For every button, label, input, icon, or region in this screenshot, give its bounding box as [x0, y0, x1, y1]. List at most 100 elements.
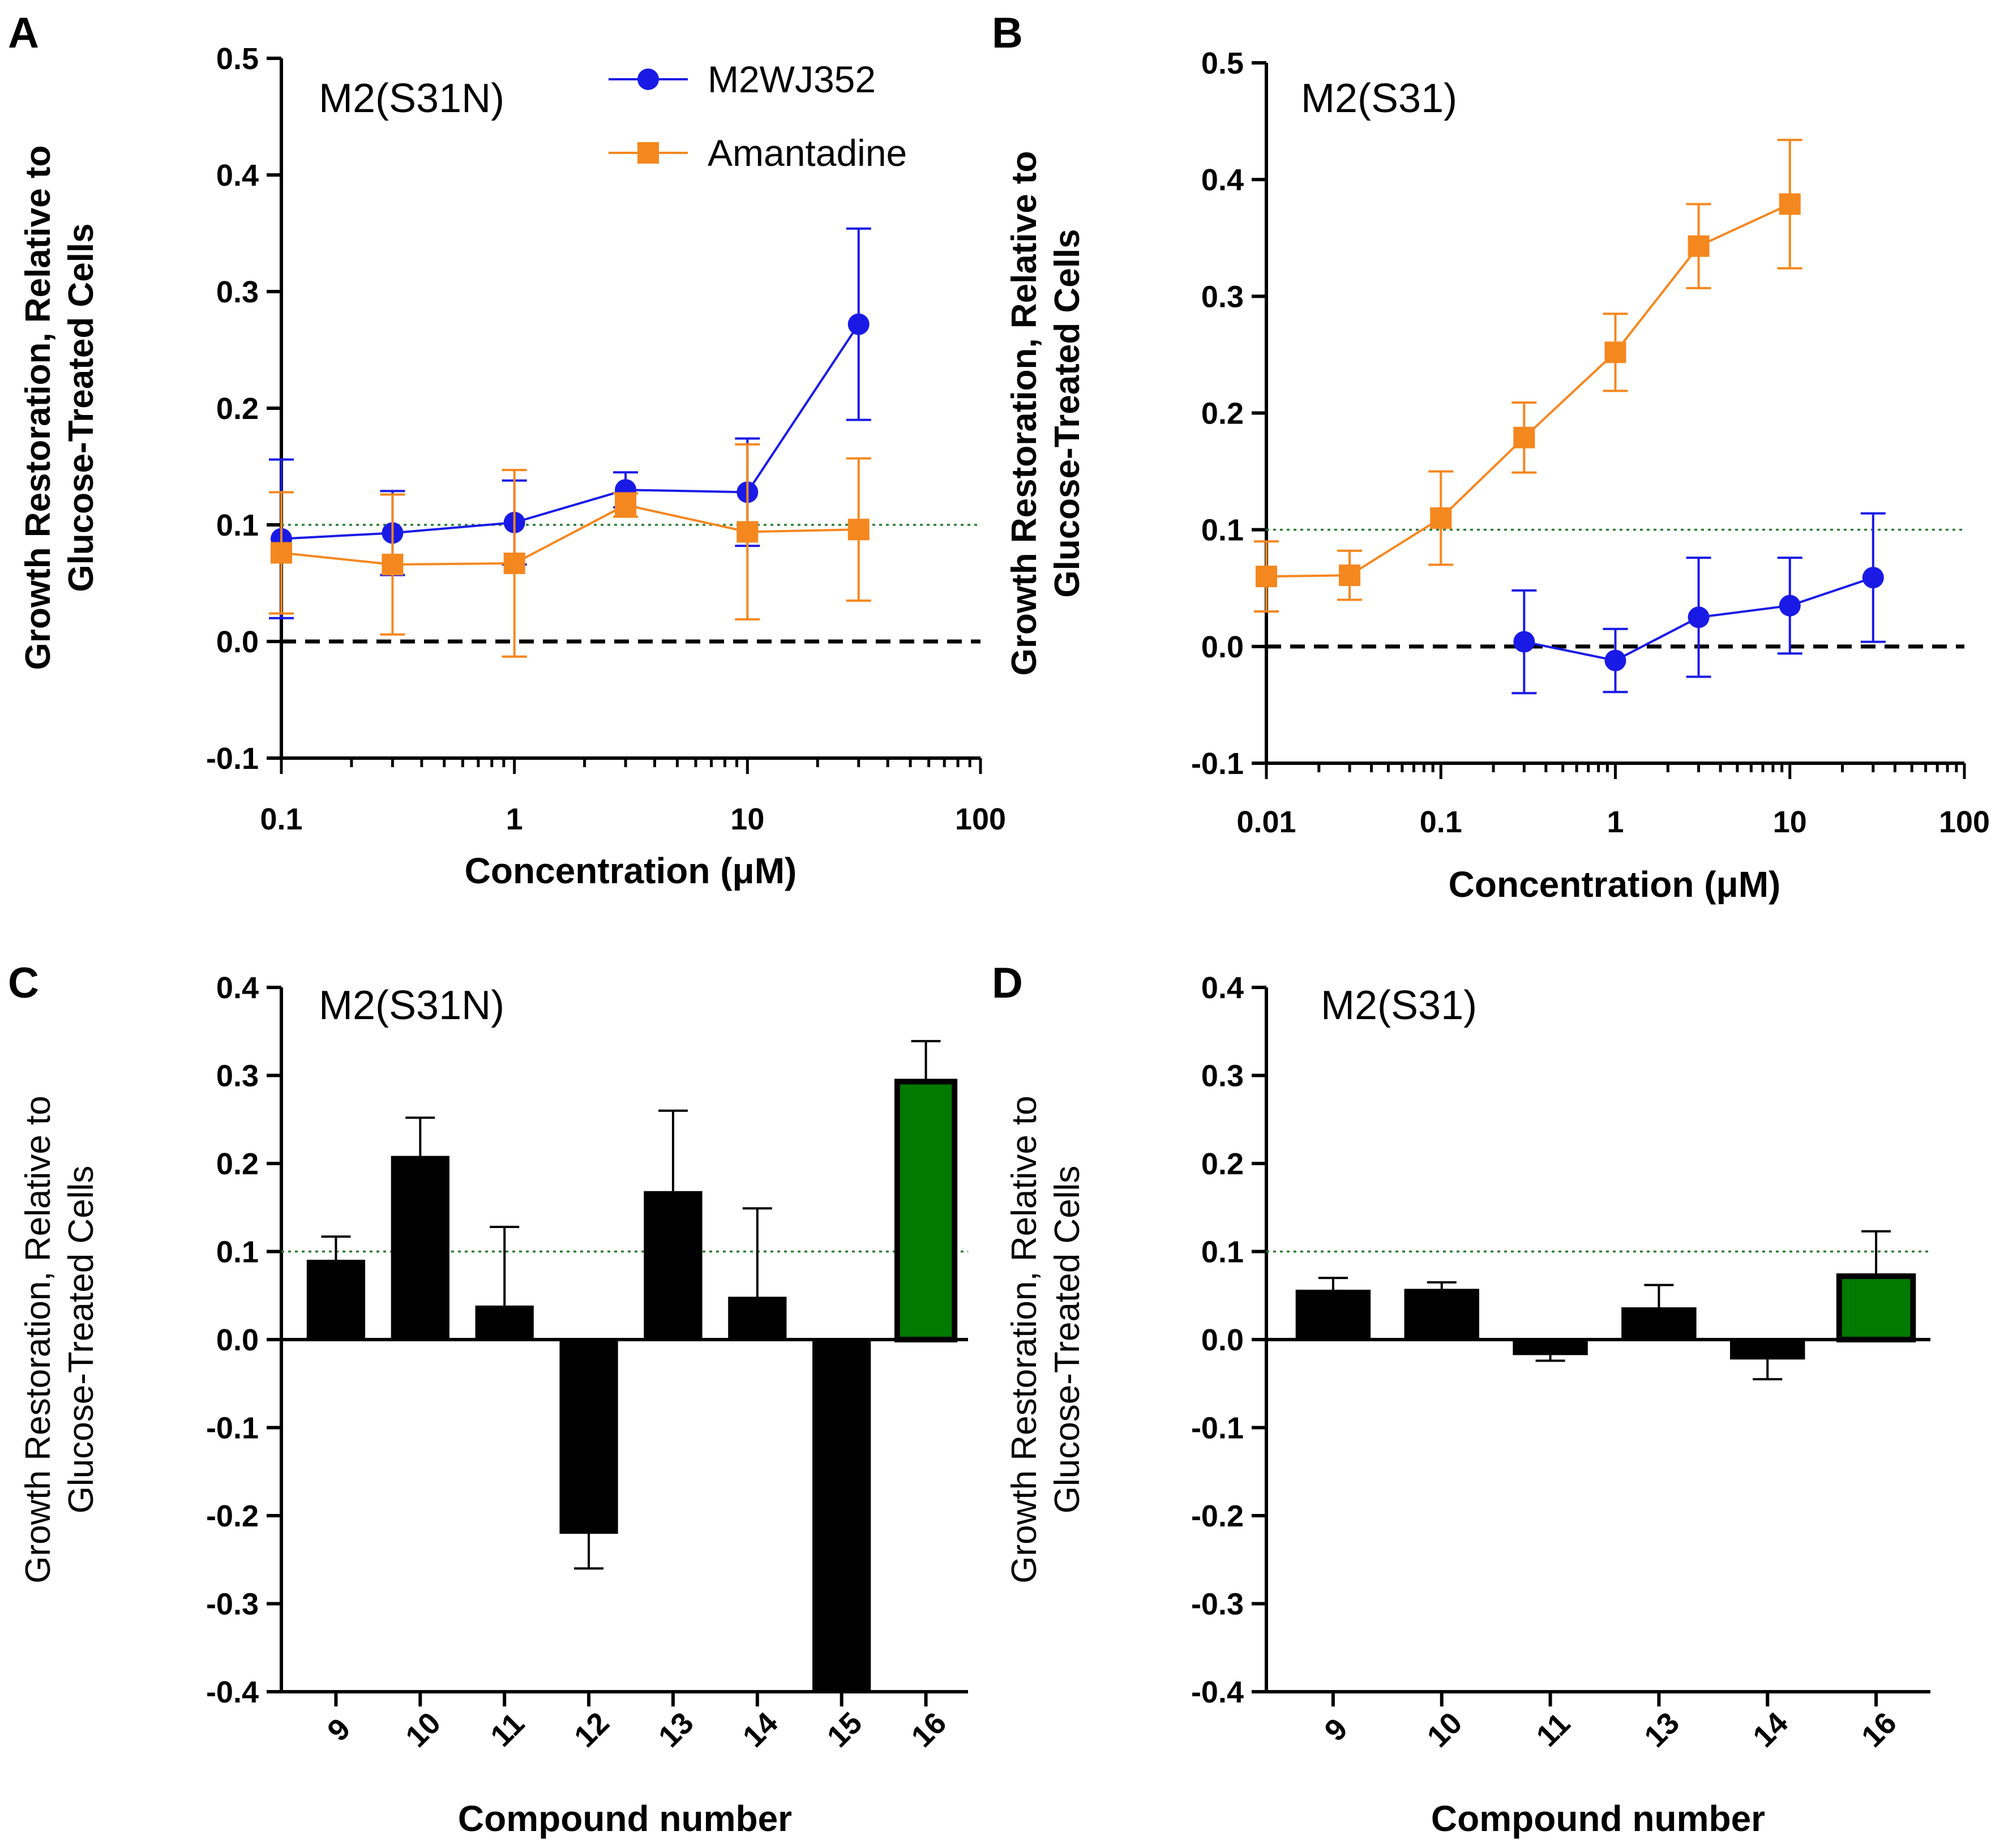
data-point [1862, 567, 1884, 589]
bar-compound-11 [1513, 1339, 1588, 1355]
y-tick-label: 0.2 [1201, 1147, 1244, 1181]
y-axis-title-line: Growth Restoration, Relative to [1005, 151, 1044, 676]
panel-D: D M2(S31) Growth Restoration, Relative to G… [992, 959, 1930, 1839]
series-m2wj352 [269, 227, 871, 619]
bar-compound-16 [894, 1079, 958, 1342]
data-point [503, 552, 525, 574]
x-tick-label: 15 [821, 1706, 869, 1754]
data-point [1779, 594, 1801, 617]
series-amantadine [1254, 139, 1802, 613]
bar-compound-14 [1730, 1339, 1805, 1360]
x-tick-label: 12 [568, 1706, 616, 1754]
x-tick-label: 14 [736, 1706, 785, 1754]
x-tick-label: 16 [905, 1706, 953, 1754]
panel-letter: A [8, 9, 39, 57]
y-axis-title-line: Growth Restoration, Relative to [19, 146, 58, 670]
x-tick-label: 0.1 [260, 802, 302, 836]
y-tick-label: -0.2 [1191, 1499, 1244, 1533]
x-tick-label: 10 [1421, 1706, 1469, 1754]
data-point [847, 313, 870, 335]
y-axis-title-line: Glucose-Treated Cells [1048, 229, 1087, 597]
data-point [1430, 507, 1452, 529]
y-tick-label: 0.2 [216, 392, 259, 426]
panel-title: M2(S31N) [319, 983, 504, 1028]
data-point [382, 554, 404, 576]
y-axis-title-line: Glucose-Treated Cells [1048, 1166, 1087, 1514]
legend-marker [637, 142, 659, 164]
legend-marker [637, 69, 659, 90]
y-axis-title-line: Glucose-Treated Cells [62, 1166, 101, 1514]
data-point [1256, 566, 1277, 588]
panel-title: M2(S31) [1321, 983, 1477, 1028]
x-tick-label: 14 [1746, 1706, 1795, 1754]
bar-compound-12 [559, 1339, 618, 1534]
data-point [1513, 426, 1535, 448]
legend-label: Amantadine [708, 132, 907, 174]
series-line [281, 323, 860, 540]
data-point [1688, 606, 1710, 628]
x-tick-label: 16 [1855, 1706, 1903, 1754]
series-m2wj352 [1511, 512, 1886, 695]
y-tick-label: 0.3 [1201, 1059, 1244, 1093]
bar-compound-11 [475, 1305, 534, 1340]
y-axis-title: Growth Restoration, Relative to Glucose-T… [1005, 151, 1087, 676]
y-tick-label: 0.0 [216, 625, 259, 659]
y-tick-label: 0.5 [216, 42, 259, 76]
x-tick-label: 9 [1318, 1712, 1354, 1748]
x-tick-label: 10 [730, 802, 764, 836]
y-tick-label: 0.0 [1201, 630, 1244, 664]
data-point [1339, 564, 1361, 587]
panel-letter: D [992, 959, 1023, 1007]
data-point [1779, 193, 1801, 215]
x-tick-label: 0.1 [1420, 805, 1462, 839]
y-tick-label: -0.1 [1191, 747, 1244, 781]
data-point [615, 494, 637, 516]
data-point [736, 521, 759, 543]
y-tick-label: 0.4 [216, 159, 259, 192]
bar-compound-15 [812, 1339, 871, 1692]
bar-compound-10 [391, 1156, 449, 1341]
series-amantadine [269, 443, 871, 658]
x-tick-label: 0.01 [1236, 805, 1296, 839]
x-tick-label: 10 [1773, 805, 1807, 839]
bar-compound-9 [1295, 1289, 1371, 1340]
y-tick-label: -0.1 [1191, 1411, 1244, 1445]
y-tick-label: -0.1 [206, 1411, 259, 1445]
y-tick-label: 0.2 [216, 1147, 259, 1181]
legend-label: M2WJ352 [708, 58, 876, 100]
y-tick-label: 0.1 [216, 1235, 259, 1269]
data-point [847, 519, 870, 541]
y-tick-label: -0.2 [206, 1499, 259, 1533]
y-tick-label: 0.5 [1201, 46, 1244, 80]
x-tick-label: 13 [1638, 1706, 1686, 1754]
data-point [271, 542, 292, 564]
x-tick-label: 100 [955, 802, 1006, 836]
bar-compound-13 [644, 1191, 703, 1340]
bar-compound-16 [1836, 1273, 1916, 1343]
y-tick-label: -0.3 [206, 1588, 259, 1622]
y-tick-label: -0.4 [1191, 1675, 1244, 1709]
panel-C: C M2(S31N) Growth Restoration, Relative to… [8, 959, 968, 1839]
y-tick-label: 0.3 [1201, 280, 1244, 314]
x-axis-title: Compound number [458, 1798, 792, 1839]
x-tick-label: 100 [1939, 805, 1990, 839]
series-line [1266, 203, 1791, 578]
y-axis-title-line: Glucose-Treated Cells [62, 223, 101, 592]
y-tick-label: 0.1 [1201, 1235, 1244, 1269]
y-tick-label: 0.1 [216, 508, 259, 542]
y-tick-label: 0.0 [216, 1323, 259, 1357]
y-tick-label: 0.1 [1201, 514, 1244, 547]
series-line [281, 503, 859, 566]
bar-compound-14 [728, 1297, 787, 1341]
panel-B: B M2(S31) Growth Restoration, Relative to G… [992, 9, 1990, 905]
bar-compound-13 [1621, 1307, 1697, 1341]
y-tick-label: 0.3 [216, 275, 259, 309]
bar-compound-10 [1404, 1289, 1479, 1340]
y-tick-label: 0.3 [216, 1059, 259, 1093]
y-axis-title-line: Growth Restoration, Relative to [1005, 1096, 1044, 1584]
x-tick-label: 13 [652, 1706, 700, 1754]
panel-letter: C [8, 959, 39, 1007]
panel-letter: B [992, 9, 1023, 57]
x-tick-label: 11 [484, 1706, 531, 1753]
